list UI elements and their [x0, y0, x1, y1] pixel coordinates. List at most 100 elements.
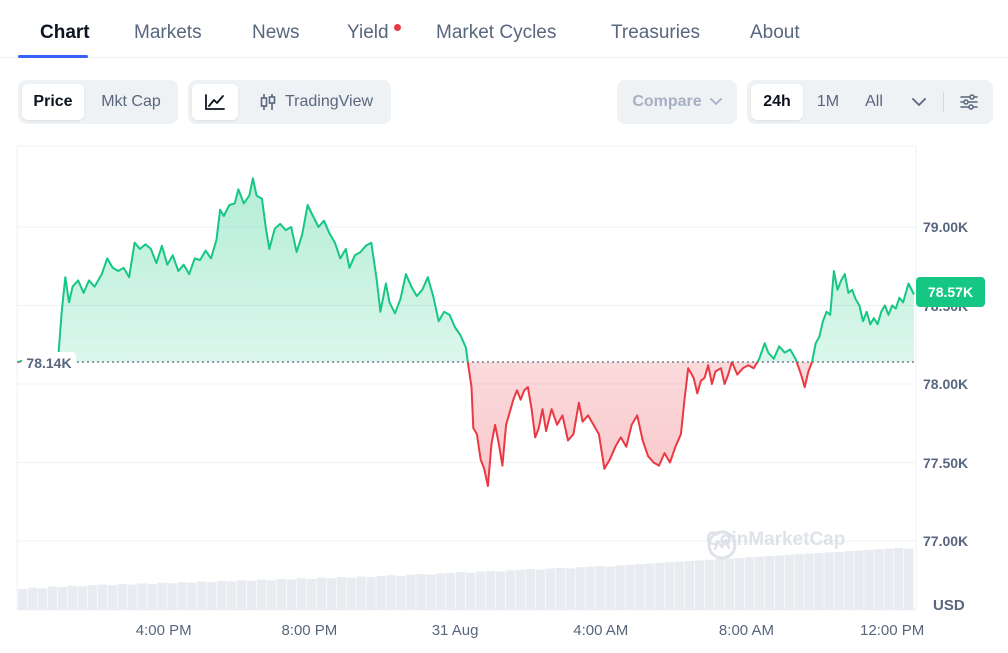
range-24h-button[interactable]: 24h: [751, 84, 803, 120]
price-chart-svg[interactable]: [0, 140, 1008, 653]
volume-bar: [246, 580, 257, 610]
volume-bar: [157, 582, 167, 610]
volume-bar: [366, 577, 376, 610]
watermark-text: CoinMarketCap: [706, 529, 846, 550]
volume-bar: [117, 583, 127, 610]
volume-bar: [744, 557, 755, 610]
volume-bar: [167, 583, 177, 610]
volume-bar: [515, 569, 526, 610]
volume-bar: [525, 569, 536, 610]
tab-yield[interactable]: Yield: [347, 22, 389, 43]
volume-bars: [18, 548, 914, 610]
volume-bar: [625, 564, 635, 610]
currency-label: USD: [933, 597, 965, 614]
yield-notification-dot: [394, 24, 401, 31]
volume-bar: [655, 562, 665, 610]
volume-bar: [426, 574, 436, 610]
volume-bar: [764, 556, 775, 610]
volume-bar: [197, 581, 207, 610]
volume-bar: [137, 583, 147, 610]
volume-bar: [864, 549, 874, 610]
compare-dropdown[interactable]: Compare: [617, 80, 737, 124]
time-range-toggle: 24h 1M All: [747, 80, 993, 124]
volume-bar: [256, 579, 267, 610]
volume-bar: [416, 574, 426, 610]
volume-bar: [386, 575, 396, 610]
volume-bar: [227, 581, 237, 610]
volume-bar: [675, 561, 685, 610]
volume-bar: [694, 560, 705, 610]
price-toggle-button[interactable]: Price: [22, 84, 84, 120]
volume-bar: [724, 558, 735, 610]
volume-bar: [774, 555, 784, 610]
volume-bar: [456, 572, 466, 610]
volume-bar: [824, 552, 834, 610]
volume-bar: [565, 568, 575, 610]
compare-button[interactable]: Compare: [621, 84, 733, 120]
toolbar-divider: [943, 92, 944, 112]
volume-bar: [615, 565, 625, 610]
volume-bar: [645, 563, 655, 610]
volume-bar: [754, 556, 765, 610]
volume-bar: [475, 571, 486, 610]
candlestick-icon: [260, 94, 276, 110]
volume-bar: [67, 585, 78, 610]
chart-settings-button[interactable]: [949, 84, 989, 120]
volume-bar: [714, 559, 725, 610]
price-area-up: [18, 178, 914, 363]
volume-bar: [37, 588, 48, 610]
tab-market-cycles[interactable]: Market Cycles: [436, 22, 557, 43]
tab-treasuries[interactable]: Treasuries: [611, 22, 701, 43]
volume-bar: [346, 577, 356, 610]
x-tick-label: 4:00 PM: [135, 622, 192, 639]
chevron-down-icon: [912, 97, 926, 106]
volume-bar: [505, 570, 516, 610]
volume-bar: [466, 572, 476, 610]
volume-bar: [57, 587, 68, 610]
range-1m-button[interactable]: 1M: [816, 93, 840, 110]
volume-bar: [535, 569, 546, 610]
volume-bar: [326, 578, 336, 610]
volume-bar: [107, 585, 117, 610]
x-tick-label: 31 Aug: [431, 622, 479, 639]
volume-bar: [904, 548, 914, 610]
volume-bar: [844, 551, 854, 610]
mkt-cap-toggle-button[interactable]: Mkt Cap: [101, 93, 161, 110]
x-tick-label: 12:00 PM: [860, 622, 925, 639]
volume-bar: [545, 568, 555, 610]
tab-chart[interactable]: Chart: [40, 22, 90, 43]
volume-bar: [555, 567, 565, 610]
tab-markets[interactable]: Markets: [134, 22, 202, 43]
tab-bar: Chart Markets News Yield Market Cycles T…: [0, 0, 1008, 58]
line-chart-button[interactable]: [192, 84, 238, 120]
volume-bar: [127, 584, 137, 610]
volume-bar: [784, 554, 794, 610]
volume-bar: [97, 584, 107, 610]
range-all-button[interactable]: All: [865, 93, 883, 110]
volume-bar: [296, 578, 307, 610]
tab-about[interactable]: About: [750, 22, 800, 43]
tradingview-button[interactable]: TradingView: [246, 84, 386, 120]
volume-bar: [436, 573, 446, 610]
chart-type-toggle: TradingView: [188, 80, 391, 124]
volume-bar: [794, 554, 804, 610]
volume-bar: [187, 582, 197, 610]
tab-news[interactable]: News: [252, 22, 300, 43]
price-line-down: [18, 362, 814, 488]
volume-bar: [237, 580, 247, 610]
volume-bar: [207, 582, 217, 610]
x-tick-label: 8:00 PM: [281, 622, 338, 639]
range-more-dropdown[interactable]: [899, 84, 939, 120]
volume-bar: [814, 552, 824, 610]
volume-bar: [485, 570, 496, 610]
current-price-tag: 78.57K: [916, 277, 985, 307]
active-tab-indicator: [18, 55, 88, 58]
volume-bar: [665, 562, 675, 610]
price-line-up: [17, 177, 915, 363]
volume-bar: [854, 550, 864, 610]
volume-bar: [734, 557, 745, 610]
volume-bar: [217, 580, 227, 610]
volume-bar: [336, 577, 346, 610]
volume-bar: [406, 574, 416, 610]
